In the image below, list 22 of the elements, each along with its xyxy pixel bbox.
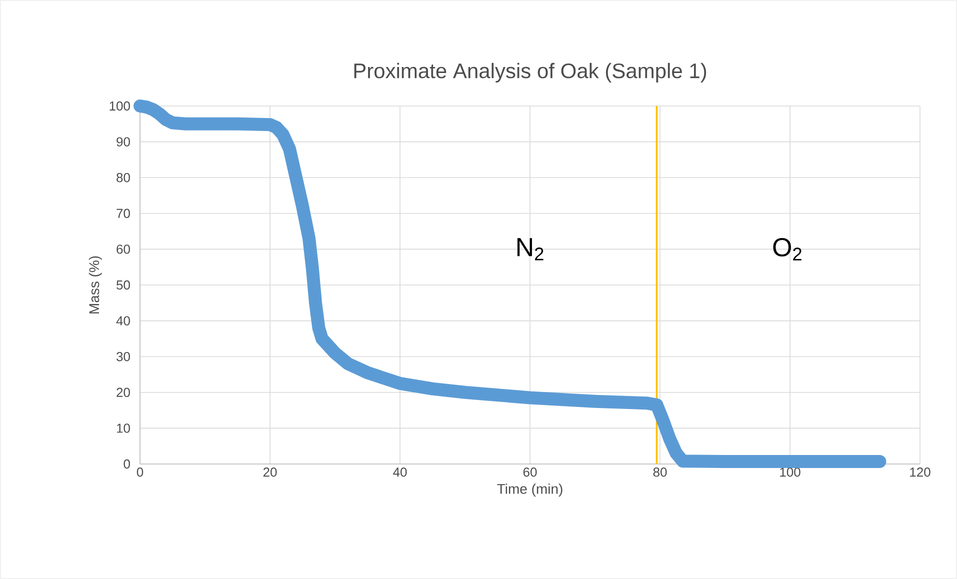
x-tick-label: 20 [263, 468, 277, 477]
x-tick-label: 80 [653, 468, 667, 477]
y-tick-label: 60 [116, 244, 130, 254]
x-tick-label: 120 [910, 468, 930, 477]
x-tick-label: 0 [136, 468, 144, 477]
x-axis-title: Time (min) [497, 484, 562, 497]
annotation: O$_{2}$ [773, 238, 802, 260]
x-tick-label: 60 [523, 468, 537, 477]
y-tick-label: 80 [116, 172, 130, 182]
y-tick-label: 40 [116, 316, 130, 326]
y-tick-label: 100 [110, 101, 130, 111]
y-tick-label: 0 [124, 459, 130, 469]
y-axis-title: Mass (%) [88, 256, 102, 314]
y-tick-label: 10 [117, 424, 130, 433]
annotation: N$_{2}$ [517, 238, 544, 260]
y-tick-label: 70 [116, 208, 130, 218]
chart-title: Proximate Analysis of Oak (Sample 1) [354, 62, 706, 82]
y-tick-label: 90 [116, 137, 130, 146]
y-tick-label: 50 [116, 280, 130, 290]
x-tick-label: 40 [393, 468, 407, 477]
y-tick-label: 30 [116, 352, 130, 362]
y-tick-label: 20 [116, 388, 130, 397]
